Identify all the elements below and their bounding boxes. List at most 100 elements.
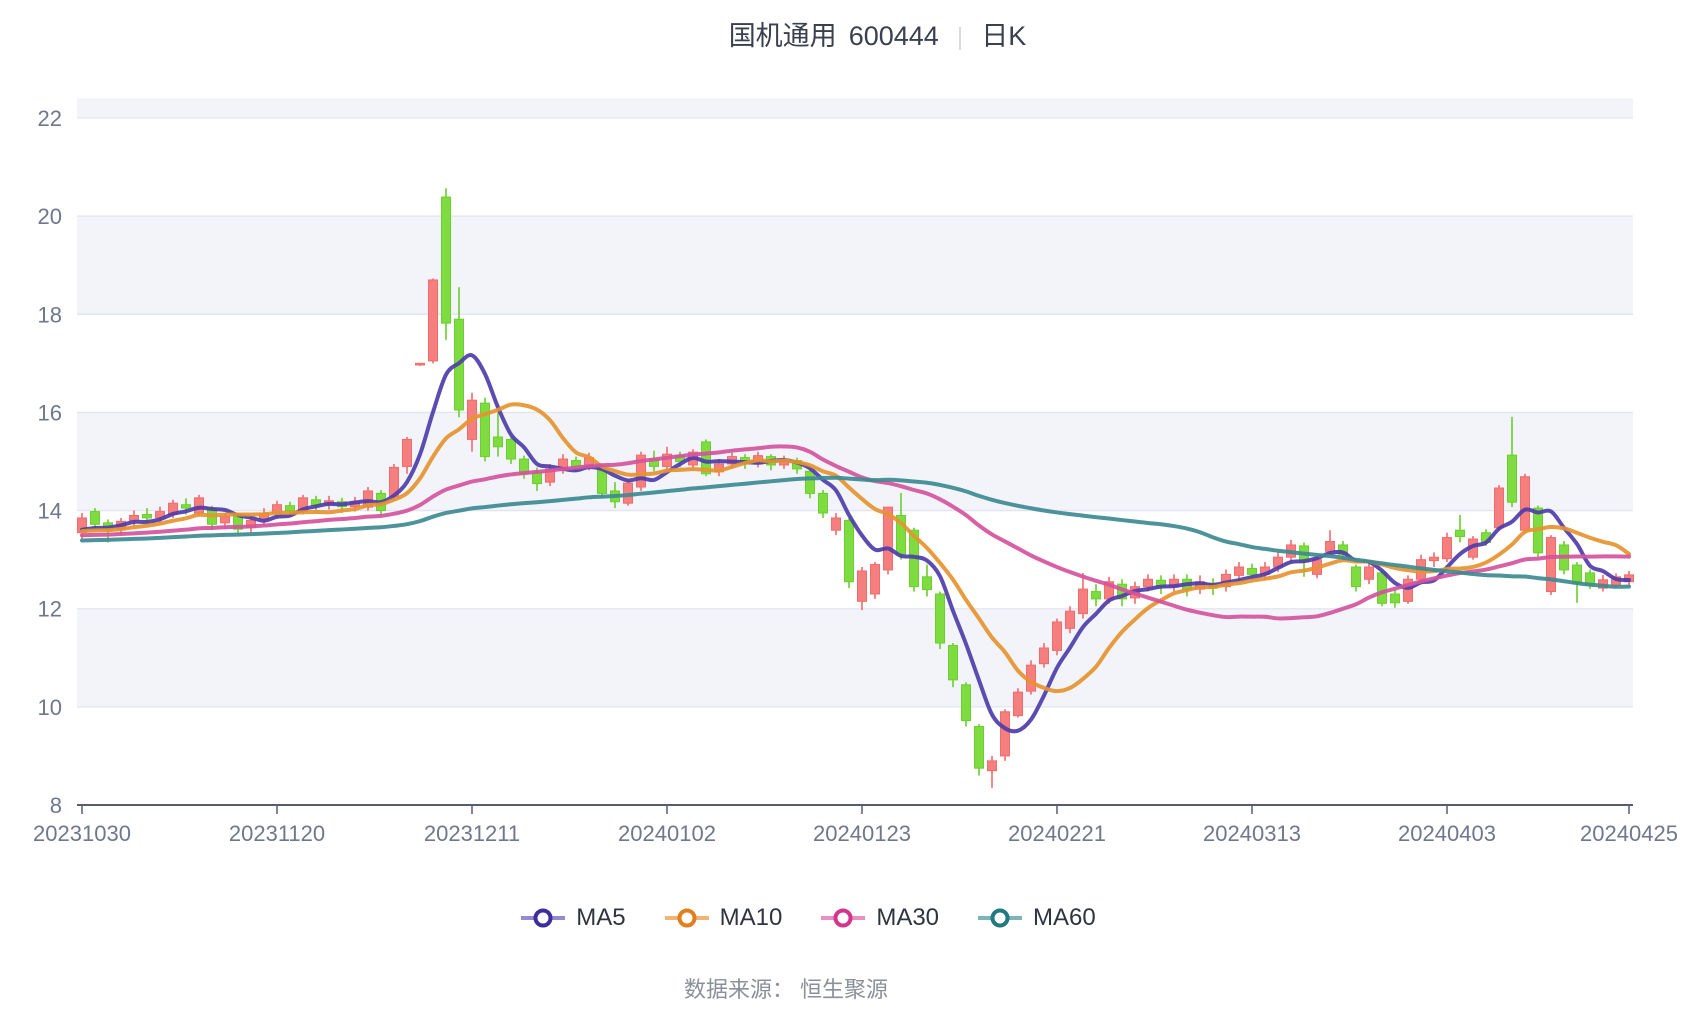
candle[interactable]	[441, 188, 451, 340]
candle[interactable]	[1598, 574, 1608, 592]
plot-stripe	[77, 216, 1633, 315]
candle-body	[1429, 556, 1439, 562]
candle-body	[1442, 537, 1452, 560]
candle-body	[948, 645, 958, 681]
candle[interactable]	[1455, 514, 1465, 543]
candle[interactable]	[844, 518, 854, 589]
candle[interactable]	[415, 362, 425, 366]
x-axis-label: 20240123	[813, 821, 911, 846]
candle-body	[441, 196, 451, 324]
candle[interactable]	[1442, 532, 1452, 563]
chart-legend: MA5 MA10 MA30 MA60	[0, 904, 1616, 932]
y-axis-label: 8	[50, 793, 62, 818]
candle-body	[506, 438, 516, 460]
stock-code: 600444	[848, 21, 939, 51]
legend-item-ma30[interactable]: MA30	[820, 904, 939, 932]
candle[interactable]	[935, 591, 945, 649]
candle[interactable]	[1429, 552, 1439, 568]
candle-body	[987, 760, 997, 772]
candle[interactable]	[1065, 606, 1075, 634]
candle-body	[1325, 540, 1335, 552]
candle[interactable]	[831, 513, 841, 536]
candle-body	[1364, 566, 1374, 580]
title-divider: |	[956, 23, 964, 51]
candle[interactable]	[1351, 564, 1361, 592]
x-axis-label: 20240425	[1580, 821, 1678, 846]
candle[interactable]	[948, 643, 958, 688]
candle[interactable]	[961, 682, 971, 727]
chart-title: 国机通用 600444 | 日K	[0, 14, 1700, 53]
candle-body	[142, 514, 152, 519]
candle-body	[129, 514, 139, 521]
candle-body	[181, 504, 191, 509]
legend-item-ma5[interactable]: MA5	[520, 904, 626, 932]
candlestick-chart[interactable]: 20231030 20231120 20231211 20240102 20240123…	[0, 0, 1700, 860]
candle[interactable]	[805, 468, 815, 499]
candle-body	[1455, 529, 1465, 538]
candle[interactable]	[428, 278, 438, 364]
legend-marker-ma30	[821, 908, 866, 928]
candle[interactable]	[1000, 709, 1010, 761]
candle-body	[1247, 567, 1257, 575]
candle[interactable]	[1091, 584, 1101, 607]
candle[interactable]	[857, 567, 867, 611]
candle-body	[480, 402, 490, 458]
candle[interactable]	[1520, 473, 1530, 533]
candle[interactable]	[402, 436, 412, 474]
candle-body	[220, 515, 230, 524]
candle[interactable]	[883, 506, 893, 575]
candle[interactable]	[1546, 535, 1556, 595]
candle[interactable]	[818, 489, 828, 518]
candle-body	[1520, 476, 1530, 531]
candle[interactable]	[1390, 590, 1400, 608]
candle[interactable]	[493, 412, 503, 457]
candle-body	[493, 436, 503, 448]
candle-body	[961, 684, 971, 722]
candle-body	[818, 492, 828, 514]
y-axis-label: 12	[38, 597, 62, 622]
candle[interactable]	[987, 755, 997, 788]
candle[interactable]	[506, 436, 516, 464]
plot-stripe	[77, 412, 1633, 511]
candle[interactable]	[1169, 574, 1179, 592]
candle-body	[1013, 691, 1023, 717]
candle[interactable]	[1507, 416, 1517, 508]
candle-body	[285, 505, 295, 512]
candle-body	[1494, 487, 1504, 529]
x-axis-label: 20231211	[424, 821, 520, 846]
candle[interactable]	[922, 564, 932, 597]
candle[interactable]	[480, 397, 490, 462]
x-axis-label: 20240221	[1008, 821, 1106, 846]
candle[interactable]	[1039, 643, 1049, 668]
candle[interactable]	[870, 562, 880, 599]
candle[interactable]	[1364, 563, 1374, 585]
candle[interactable]	[1494, 485, 1504, 531]
data-source: 数据来源： 恒生聚源	[683, 977, 889, 1002]
x-axis-label: 20231120	[229, 821, 325, 846]
candle-body	[883, 506, 893, 571]
candle[interactable]	[1052, 618, 1062, 656]
candle-body	[1338, 544, 1348, 556]
y-axis-label: 20	[38, 204, 62, 229]
legend-marker-ma5	[521, 908, 566, 928]
candle-body	[415, 362, 425, 366]
ma60-line	[80, 475, 1631, 589]
candle[interactable]	[636, 451, 646, 491]
legend-item-ma60[interactable]: MA60	[977, 904, 1096, 932]
legend-item-ma10[interactable]: MA10	[664, 904, 782, 932]
candle[interactable]	[194, 494, 204, 516]
candle-body	[805, 470, 815, 494]
candle-body	[402, 438, 412, 467]
y-axis-label: 22	[38, 106, 62, 131]
candle[interactable]	[1013, 688, 1023, 718]
candle-body	[1234, 566, 1244, 576]
candle-body	[1143, 578, 1153, 588]
legend-label: MA5	[576, 904, 626, 931]
y-axis-label: 16	[38, 400, 62, 425]
legend-marker-ma60	[978, 908, 1023, 928]
y-axis-label: 18	[38, 302, 62, 327]
candle-body	[935, 593, 945, 644]
candle[interactable]	[974, 724, 984, 776]
candle[interactable]	[1078, 572, 1088, 619]
candle-body	[1390, 593, 1400, 604]
